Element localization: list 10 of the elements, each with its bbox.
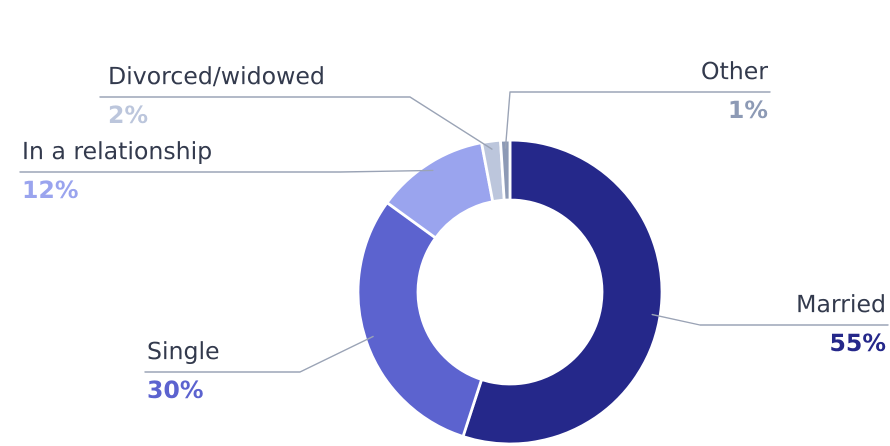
slice-label: Divorced/widowed <box>110 66 323 86</box>
slice-label: Single <box>148 341 218 364</box>
data-label: 2% <box>110 105 148 124</box>
slice-label: In a relationship <box>24 141 211 164</box>
data-label: 1% <box>730 100 768 118</box>
data-label: 12% <box>24 180 78 198</box>
slice-label: Married <box>798 294 884 312</box>
slice-label: Other <box>702 61 768 80</box>
data-label: 30% <box>148 380 203 398</box>
data-label: 55% <box>831 333 886 352</box>
